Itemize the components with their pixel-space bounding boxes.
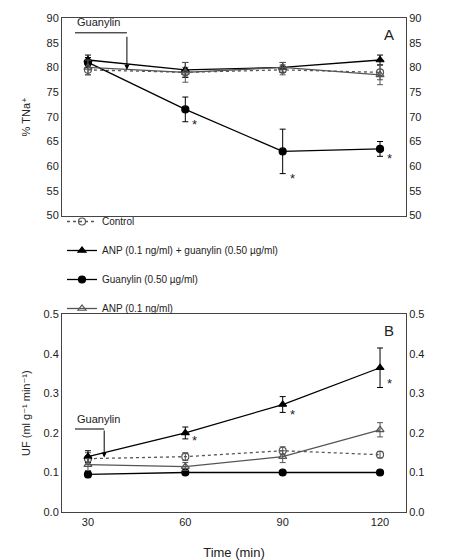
svg-text:75: 75	[47, 86, 59, 98]
svg-text:50: 50	[409, 209, 421, 221]
svg-text:*: *	[192, 433, 197, 448]
svg-text:0.0: 0.0	[44, 506, 59, 518]
svg-text:85: 85	[409, 37, 421, 49]
svg-text:0.4: 0.4	[44, 348, 59, 360]
svg-text:0.2: 0.2	[409, 427, 424, 439]
svg-text:0.3: 0.3	[44, 387, 59, 399]
svg-text:B: B	[384, 322, 394, 339]
svg-text:60: 60	[409, 160, 421, 172]
svg-text:Guanylin: Guanylin	[77, 413, 120, 425]
svg-text:0.5: 0.5	[44, 308, 59, 320]
svg-text:70: 70	[47, 111, 59, 123]
svg-text:ANP (0.1 ng/ml): ANP (0.1 ng/ml)	[102, 303, 173, 314]
svg-text:A: A	[384, 26, 394, 43]
svg-text:0.0: 0.0	[409, 506, 424, 518]
svg-text:60: 60	[47, 160, 59, 172]
svg-text:0.1: 0.1	[409, 466, 424, 478]
svg-text:55: 55	[409, 185, 421, 197]
svg-text:UF (ml g⁻¹ min⁻¹): UF (ml g⁻¹ min⁻¹)	[20, 370, 32, 456]
svg-text:*: *	[387, 151, 392, 166]
svg-text:55: 55	[47, 185, 59, 197]
svg-text:0.3: 0.3	[409, 387, 424, 399]
svg-text:0.5: 0.5	[409, 308, 424, 320]
svg-text:90: 90	[47, 12, 59, 24]
svg-text:0.1: 0.1	[44, 466, 59, 478]
svg-text:80: 80	[47, 61, 59, 73]
svg-text:30: 30	[82, 516, 94, 528]
svg-text:*: *	[290, 171, 295, 186]
svg-text:90: 90	[409, 12, 421, 24]
svg-text:ANP (0.1 ng/ml) + guanylin (0.: ANP (0.1 ng/ml) + guanylin (0.50 µg/ml)	[102, 245, 278, 256]
svg-text:0.2: 0.2	[44, 427, 59, 439]
svg-text:120: 120	[371, 516, 389, 528]
svg-text:60: 60	[179, 516, 191, 528]
svg-text:*: *	[290, 407, 295, 422]
svg-text:*: *	[192, 117, 197, 132]
svg-text:50: 50	[47, 209, 59, 221]
svg-text:Time (min): Time (min)	[203, 545, 265, 560]
svg-text:80: 80	[409, 61, 421, 73]
svg-text:70: 70	[409, 111, 421, 123]
svg-text:*: *	[387, 376, 392, 391]
svg-text:0.4: 0.4	[409, 348, 424, 360]
svg-text:75: 75	[409, 86, 421, 98]
svg-text:90: 90	[277, 516, 289, 528]
svg-text:Control: Control	[102, 216, 134, 227]
svg-text:% TNa⁺: % TNa⁺	[20, 97, 32, 136]
svg-text:65: 65	[409, 135, 421, 147]
svg-text:85: 85	[47, 37, 59, 49]
svg-text:Guanylin (0.50 µg/ml): Guanylin (0.50 µg/ml)	[102, 274, 198, 285]
svg-text:Guanylin: Guanylin	[77, 16, 120, 28]
svg-text:65: 65	[47, 135, 59, 147]
